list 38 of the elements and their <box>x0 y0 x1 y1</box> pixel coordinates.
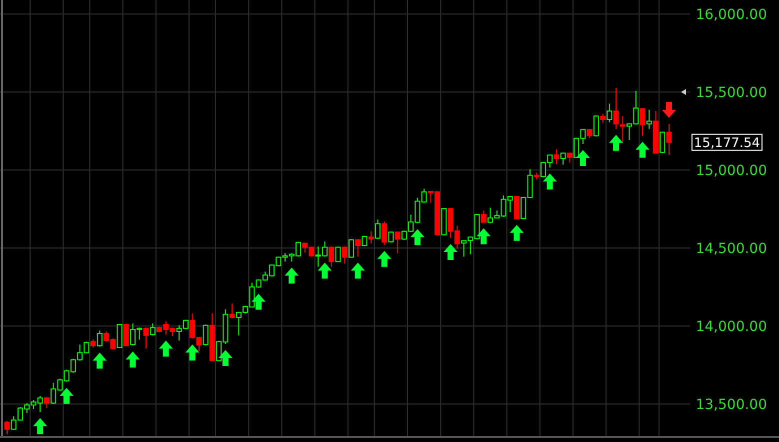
candlestick <box>355 238 361 258</box>
candlestick <box>229 303 235 319</box>
candlestick <box>44 396 50 409</box>
candlestick <box>96 330 102 348</box>
candlestick <box>613 87 619 130</box>
candlestick <box>586 128 592 139</box>
candlestick <box>328 246 334 268</box>
candlestick <box>600 113 606 124</box>
y-tick-label: 14,500.00 <box>696 240 767 257</box>
candlestick <box>660 131 666 154</box>
candlestick <box>394 230 400 254</box>
candlestick <box>480 210 486 223</box>
candlestick <box>593 114 599 137</box>
candlestick <box>646 109 652 130</box>
candlestick <box>368 230 374 244</box>
y-tick-label: 15,000.00 <box>696 162 767 179</box>
candlestick <box>620 116 626 143</box>
candlestick <box>666 123 672 156</box>
candlestick <box>560 152 566 166</box>
candlestick <box>554 148 560 165</box>
candlestick <box>382 221 388 246</box>
candlestick <box>342 246 348 264</box>
candlestick <box>374 219 380 240</box>
y-tick-label: 16,000.00 <box>696 6 767 23</box>
candlestick <box>514 196 520 220</box>
candlestick <box>348 238 354 258</box>
candlestick <box>123 323 129 346</box>
candlestick <box>4 420 10 435</box>
y-tick-label: 14,000.00 <box>696 318 767 335</box>
candlestick <box>150 322 156 336</box>
candlestick <box>143 327 149 350</box>
y-tick-label: 13,500.00 <box>696 396 767 413</box>
candlestick <box>566 152 572 164</box>
candlestick <box>640 108 646 136</box>
y-tick-label: 15,500.00 <box>696 84 767 101</box>
candlestick <box>202 324 208 346</box>
candlestick <box>116 324 122 348</box>
candlestick <box>606 103 612 123</box>
